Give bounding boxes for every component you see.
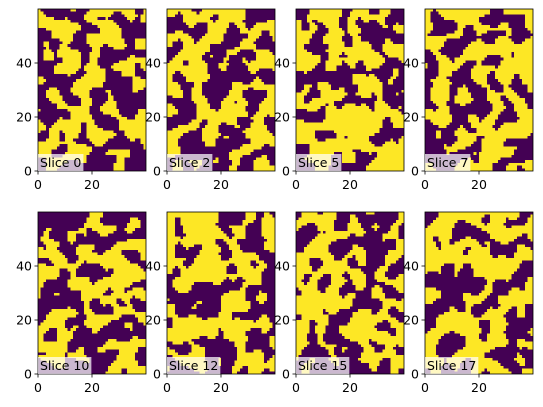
y-tick-label: 0	[153, 164, 161, 179]
panel-6: 0 20 0 20 40 Slice 12	[145, 211, 276, 395]
y-tick-label: 0	[411, 164, 419, 179]
slice-label-box	[425, 357, 479, 374]
y-tick-label: 40	[403, 259, 419, 274]
x-tick-label: 20	[342, 380, 358, 395]
panel-5: 0 20 0 20 40 Slice 10	[16, 211, 147, 395]
heatmap-cells	[37, 212, 146, 374]
y-tick-label: 0	[282, 164, 290, 179]
slice-label: Slice 5	[298, 155, 339, 170]
heatmap-cells	[167, 9, 275, 171]
y-tick-label: 20	[16, 110, 32, 125]
panel-1: 0 20 0 20 40 Slice 0	[16, 8, 147, 192]
x-tick-label: 20	[471, 380, 487, 395]
heatmap-cells	[167, 212, 275, 374]
slice-label: Slice 15	[298, 358, 347, 373]
slice-label: Slice 10	[40, 358, 89, 373]
y-tick-label: 20	[16, 313, 32, 328]
slice-label-box	[296, 154, 342, 171]
y-tick-label: 0	[282, 367, 290, 382]
y-tick-label: 20	[403, 313, 419, 328]
y-tick-label: 0	[24, 367, 32, 382]
slice-label-box	[167, 357, 221, 374]
x-tick-label: 20	[213, 380, 229, 395]
slice-label-box	[296, 357, 350, 374]
slice-label: Slice 7	[427, 155, 468, 170]
panel-8: 0 20 0 20 40 Slice 17	[403, 211, 534, 395]
slice-label: Slice 12	[169, 358, 218, 373]
y-tick-label: 40	[145, 56, 161, 71]
y-tick-label: 40	[16, 259, 32, 274]
heatmap-cells	[296, 212, 404, 374]
x-tick-label: 0	[292, 177, 300, 192]
y-tick-label: 40	[403, 56, 419, 71]
y-tick-label: 40	[274, 259, 290, 274]
y-tick-label: 20	[274, 110, 290, 125]
panel-2: 0 20 0 20 40 Slice 2	[145, 8, 276, 192]
y-tick-label: 40	[16, 56, 32, 71]
x-tick-label: 20	[84, 177, 100, 192]
y-tick-label: 40	[274, 56, 290, 71]
y-tick-label: 40	[145, 259, 161, 274]
heatmap-cells	[296, 9, 404, 171]
heatmap-cells	[425, 212, 533, 374]
x-tick-label: 0	[292, 380, 300, 395]
slice-label: Slice 2	[169, 155, 210, 170]
slice-label-box	[167, 154, 213, 171]
x-tick-label: 0	[34, 177, 42, 192]
panel-4: 0 20 0 20 40 Slice 7	[403, 8, 534, 192]
y-tick-label: 20	[145, 313, 161, 328]
panel-7: 0 20 0 20 40 Slice 15	[274, 211, 405, 395]
x-tick-label: 0	[163, 380, 171, 395]
y-tick-label: 20	[403, 110, 419, 125]
x-tick-label: 0	[421, 177, 429, 192]
x-tick-label: 20	[342, 177, 358, 192]
y-tick-label: 0	[153, 367, 161, 382]
slice-label-box	[425, 154, 471, 171]
heatmap-cells	[37, 9, 146, 171]
x-tick-label: 20	[213, 177, 229, 192]
x-tick-label: 0	[163, 177, 171, 192]
y-tick-label: 0	[24, 164, 32, 179]
heatmap-cells	[425, 9, 533, 171]
slice-label: Slice 17	[427, 358, 476, 373]
panel-3: 0 20 0 20 40 Slice 5	[274, 8, 405, 192]
x-tick-label: 0	[421, 380, 429, 395]
slice-label-box	[38, 357, 92, 374]
y-tick-label: 20	[145, 110, 161, 125]
x-tick-label: 20	[84, 380, 100, 395]
slice-label: Slice 0	[40, 155, 81, 170]
y-tick-label: 20	[274, 313, 290, 328]
x-tick-label: 20	[471, 177, 487, 192]
slice-label-box	[38, 154, 84, 171]
x-tick-label: 0	[34, 380, 42, 395]
y-tick-label: 0	[411, 367, 419, 382]
